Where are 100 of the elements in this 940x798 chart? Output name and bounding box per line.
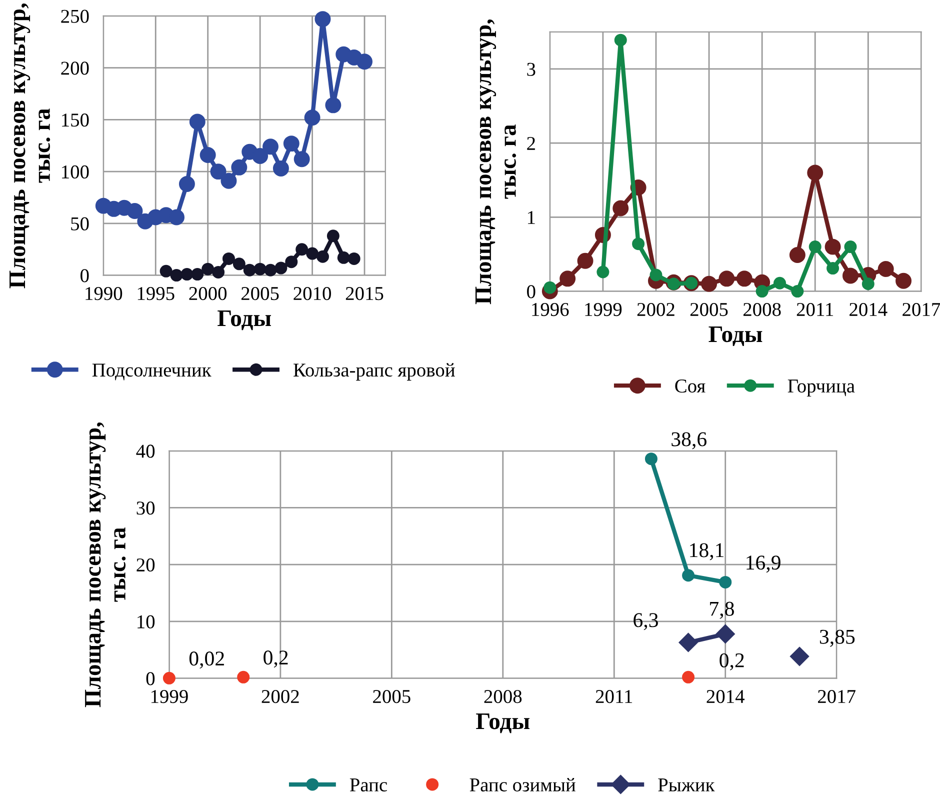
x-tick-label: 2014 — [850, 302, 888, 316]
point — [210, 164, 226, 180]
x-axis-title: Годы — [218, 310, 272, 330]
point — [756, 285, 768, 298]
point — [807, 164, 824, 181]
x-tick-label: 2005 — [241, 286, 279, 300]
x-tick-label: 2017 — [902, 302, 940, 316]
point — [842, 268, 858, 284]
y-axis-title: Площадь посевов культур, тыс. га — [475, 19, 516, 304]
y-tick-label: 30 — [136, 502, 155, 515]
x-tick-label: 2005 — [373, 690, 410, 704]
x-tick-label: 2010 — [294, 286, 331, 300]
point — [896, 272, 912, 289]
x-axis-title: Годы — [708, 326, 762, 346]
y-tick-label: 20 — [136, 558, 155, 572]
x-tick-label: 2014 — [706, 690, 745, 704]
x-tick-label: 2005 — [690, 302, 728, 316]
point — [716, 624, 735, 644]
point — [718, 270, 735, 287]
y-tick-label: 40 — [136, 444, 155, 458]
point — [252, 148, 268, 164]
point — [180, 268, 194, 281]
point — [237, 670, 250, 684]
legend-label: Рыжик — [658, 778, 715, 792]
point — [682, 670, 695, 684]
point — [306, 247, 319, 260]
x-tick-label: 2011 — [796, 302, 834, 316]
point — [356, 54, 372, 70]
point — [790, 646, 810, 666]
data-label: 3,85 — [820, 630, 855, 647]
y-tick-label: 2 — [527, 136, 535, 150]
y-tick-label: 0 — [527, 285, 536, 298]
point — [314, 11, 331, 28]
x-axis-title: Годы — [476, 714, 530, 734]
point — [844, 240, 857, 254]
x-tick-label: 1995 — [138, 287, 174, 300]
point — [678, 632, 698, 652]
y-tick-label: 250 — [61, 10, 89, 23]
x-tick-label: 2015 — [346, 286, 384, 300]
point — [296, 243, 308, 256]
data-label: 6,3 — [634, 613, 658, 630]
legend-label: Рапс — [350, 778, 387, 792]
point — [294, 151, 310, 168]
legend-label: Кольза-рапс яровой — [294, 363, 455, 381]
point — [577, 252, 594, 269]
y-tick-label: 200 — [61, 62, 89, 75]
x-tick-label: 2008 — [484, 690, 522, 704]
legend-label: Соя — [675, 380, 706, 393]
point — [862, 278, 874, 290]
data-label: 0,02 — [189, 652, 224, 669]
point — [162, 672, 176, 684]
point — [168, 209, 184, 226]
x-tick-label: 2017 — [818, 690, 856, 704]
point — [774, 276, 786, 290]
y-tick-label: 1 — [528, 211, 535, 224]
y-tick-label: 150 — [62, 114, 89, 127]
point — [283, 136, 300, 152]
data-label: 0,2 — [720, 653, 744, 670]
data-label: 0,2 — [264, 650, 288, 668]
data-label: 7,8 — [710, 602, 734, 619]
point — [736, 270, 752, 287]
data-label: 18,1 — [690, 543, 724, 560]
point — [596, 266, 610, 278]
point — [126, 203, 143, 219]
point — [160, 264, 172, 278]
y-tick-label: 3 — [527, 62, 536, 76]
point — [191, 268, 204, 281]
x-tick-label: 2011 — [596, 690, 632, 704]
point — [232, 258, 246, 270]
point — [632, 238, 645, 250]
x-tick-label: 1990 — [86, 286, 122, 300]
data-label: 38,6 — [672, 432, 706, 450]
point — [650, 268, 662, 282]
point — [789, 246, 806, 263]
x-tick-label: 2002 — [637, 302, 674, 316]
point — [264, 264, 277, 276]
y-tick-label: 0 — [146, 672, 155, 686]
point — [719, 576, 732, 588]
point — [808, 240, 822, 254]
point — [337, 251, 350, 264]
point — [212, 266, 225, 278]
point — [243, 264, 256, 276]
point — [682, 569, 695, 582]
point — [202, 262, 214, 276]
x-tick-label: 1996 — [532, 303, 569, 316]
y-axis-title: Площадь посевов культур, тыс. га — [10, 3, 50, 288]
x-tick-label: 2000 — [189, 286, 227, 300]
point — [262, 138, 278, 155]
y-tick-label: 10 — [138, 615, 155, 628]
point — [791, 285, 804, 298]
point — [254, 262, 266, 276]
point — [878, 261, 894, 278]
point — [316, 250, 329, 263]
point — [644, 452, 658, 466]
point — [824, 238, 841, 255]
data-label: 16,9 — [746, 556, 780, 573]
point — [285, 256, 298, 268]
point — [348, 252, 360, 265]
point — [272, 160, 289, 176]
point — [200, 146, 216, 163]
